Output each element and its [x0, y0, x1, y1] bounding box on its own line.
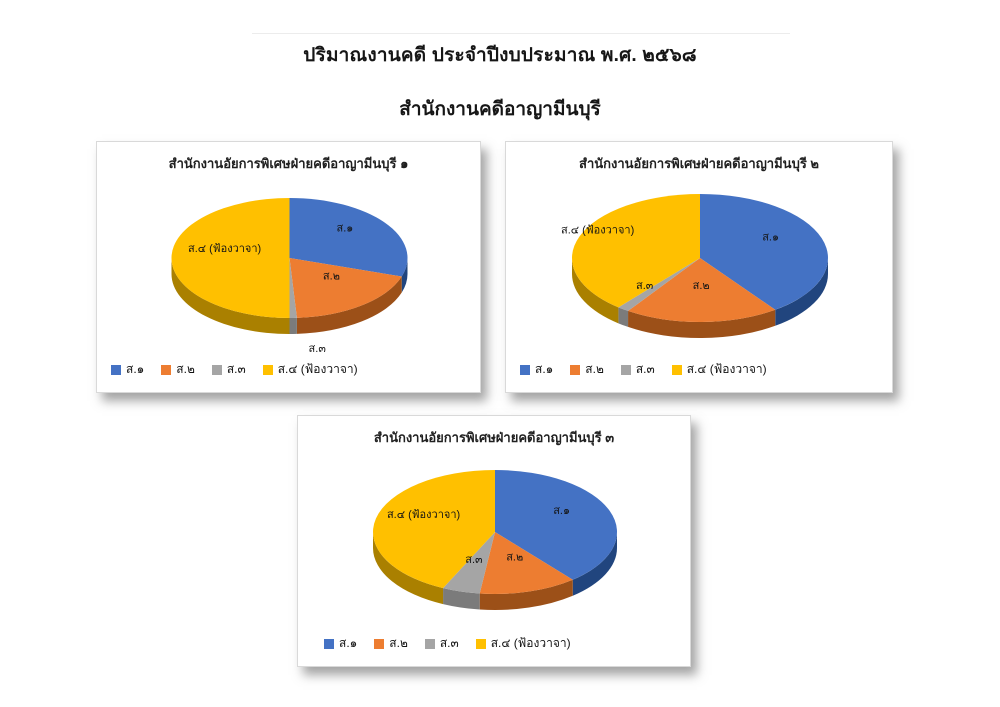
legend-swatch-1 [520, 364, 530, 375]
legend-label-2: ส.๒ [585, 362, 604, 376]
pie-slice-side-3 [289, 317, 297, 334]
pie-slice-label-3: ส.๓ [465, 554, 482, 566]
page-subtitle: สำนักงานคดีอาญามีนบุรี [399, 99, 601, 120]
pie-slice-side-1 [572, 532, 617, 596]
legend-swatch-2 [161, 364, 172, 375]
chart-card-2: สำนักงานอัยการพิเศษฝ่ายคดีอาญามีนบุรี ๒ … [505, 141, 893, 393]
chart-card-1: สำนักงานอัยการพิเศษฝ่ายคดีอาญามีนบุรี ๑ … [96, 141, 481, 393]
legend-label-1: ส.๑ [126, 362, 145, 376]
legend-label-3: ส.๓ [439, 636, 459, 650]
page-title: ปริมาณงานคดี ประจำปีงบประมาณ พ.ศ. ๒๕๖๘ [303, 45, 697, 66]
pie-3d-chart-3: ส.๑ส.๒ ส.๓ ส.๔ (ฟ้องวาจา) [372, 470, 617, 610]
pie-slice-label-3: ส.๓ [636, 280, 653, 292]
pie-slice-2 [479, 532, 573, 594]
pie-slice-side-4 [373, 532, 444, 605]
pie-slice-1 [700, 194, 828, 310]
legend-swatch-2 [570, 364, 581, 375]
pie-slice-4 [572, 194, 700, 308]
legend-item-3: ส.๓ [424, 634, 459, 653]
pie-slice-side-1 [775, 258, 828, 326]
legend-label-4: ส.๔ (ฟ้องวาจา) [686, 362, 767, 376]
pie-slice-label-4: ส.๔ (ฟ้องวาจา) [561, 225, 634, 237]
pie-slice-4 [372, 470, 495, 589]
pie-slice-label-4: ส.๔ (ฟ้องวาจา) [188, 243, 261, 255]
chart-legend-3: ส.๑ ส.๒ ส.๓ ส.๔ (ฟ้องวาจา) [324, 634, 571, 653]
legend-label-2: ส.๒ [176, 362, 195, 376]
legend-item-1: ส.๑ [324, 634, 357, 653]
legend-swatch-1 [111, 364, 121, 375]
chart-legend-1: ส.๑ ส.๒ ส.๓ ส.๔ (ฟ้องวาจา) [111, 360, 358, 379]
pie-slice-3 [443, 532, 495, 594]
legend-label-1: ส.๑ [339, 636, 358, 650]
pie-slice-label-1: ส.๑ [762, 232, 779, 244]
page-break-line [252, 33, 790, 34]
pie-slice-label-2: ส.๒ [506, 552, 523, 564]
legend-swatch-1 [324, 638, 334, 649]
pie-slice-side-2 [479, 579, 573, 610]
legend-swatch-3 [211, 364, 222, 375]
pie-slice-side-4 [572, 258, 619, 324]
pie-3d-chart-2: ส.๑ส.๒ ส.๓ ส.๔ (ฟ้องวาจา) [561, 194, 828, 338]
chart-legend-2: ส.๑ ส.๒ ส.๓ ส.๔ (ฟ้องวาจา) [520, 360, 767, 379]
pie-slice-label-4: ส.๔ (ฟ้องวาจา) [387, 509, 460, 521]
legend-item-1: ส.๑ [111, 360, 144, 379]
pie-slice-3 [618, 258, 700, 311]
pie-slice-2 [628, 258, 776, 322]
legend-swatch-3 [424, 638, 435, 649]
legend-label-2: ส.๒ [389, 636, 408, 650]
chart-title-1: สำนักงานอัยการพิเศษฝ่ายคดีอาญามีนบุรี ๑ [168, 156, 409, 171]
pie-slice-label-2: ส.๒ [323, 270, 340, 282]
legend-swatch-2 [374, 638, 385, 649]
pie-slice-label-1: ส.๑ [336, 223, 353, 235]
legend-label-4: ส.๔ (ฟ้องวาจา) [490, 636, 571, 650]
legend-swatch-4 [475, 638, 486, 649]
pie-slice-label-1: ส.๑ [553, 505, 570, 517]
chart-card-3: สำนักงานอัยการพิเศษฝ่ายคดีอาญามีนบุรี ๓ … [297, 415, 691, 667]
pie-slice-3 [289, 258, 297, 318]
pie-slice-2 [289, 258, 402, 318]
pie-slice-1 [289, 198, 408, 277]
chart-title-2: สำนักงานอัยการพิเศษฝ่ายคดีอาญามีนบุรี ๒ [579, 156, 819, 171]
legend-label-3: ส.๓ [635, 362, 655, 376]
pie-slice-side-3 [443, 588, 480, 610]
legend-item-2: ส.๒ [161, 360, 195, 379]
legend-swatch-4 [262, 364, 273, 375]
pie-slice-side-2 [628, 309, 776, 338]
legend-label-4: ส.๔ (ฟ้องวาจา) [277, 362, 358, 376]
legend-item-4: ส.๔ (ฟ้องวาจา) [262, 360, 358, 379]
legend-item-2: ส.๒ [570, 360, 604, 379]
legend-item-3: ส.๓ [211, 360, 246, 379]
legend-item-3: ส.๓ [620, 360, 655, 379]
legend-item-2: ส.๒ [374, 634, 408, 653]
pie-slice-side-2 [296, 276, 402, 334]
pie-slice-1 [495, 470, 617, 580]
legend-swatch-4 [671, 364, 682, 375]
legend-swatch-3 [620, 364, 631, 375]
legend-label-1: ส.๑ [535, 362, 554, 376]
pie-slice-side-1 [401, 258, 408, 293]
legend-item-4: ส.๔ (ฟ้องวาจา) [671, 360, 767, 379]
legend-label-3: ส.๓ [226, 362, 246, 376]
pie-slice-side-4 [171, 258, 290, 334]
pie-slice-label-2: ส.๒ [693, 280, 710, 292]
legend-item-4: ส.๔ (ฟ้องวาจา) [475, 634, 571, 653]
chart-title-3: สำนักงานอัยการพิเศษฝ่ายคดีอาญามีนบุรี ๓ [373, 430, 615, 445]
legend-item-1: ส.๑ [520, 360, 553, 379]
pie-slice-side-3 [618, 307, 629, 327]
pie-slice-4 [171, 198, 290, 318]
pie-3d-chart-1: ส.๑ส.๒ส.๓ ส.๔ (ฟ้องวาจา) [171, 198, 408, 355]
pie-slice-label-3: ส.๓ [309, 343, 326, 355]
